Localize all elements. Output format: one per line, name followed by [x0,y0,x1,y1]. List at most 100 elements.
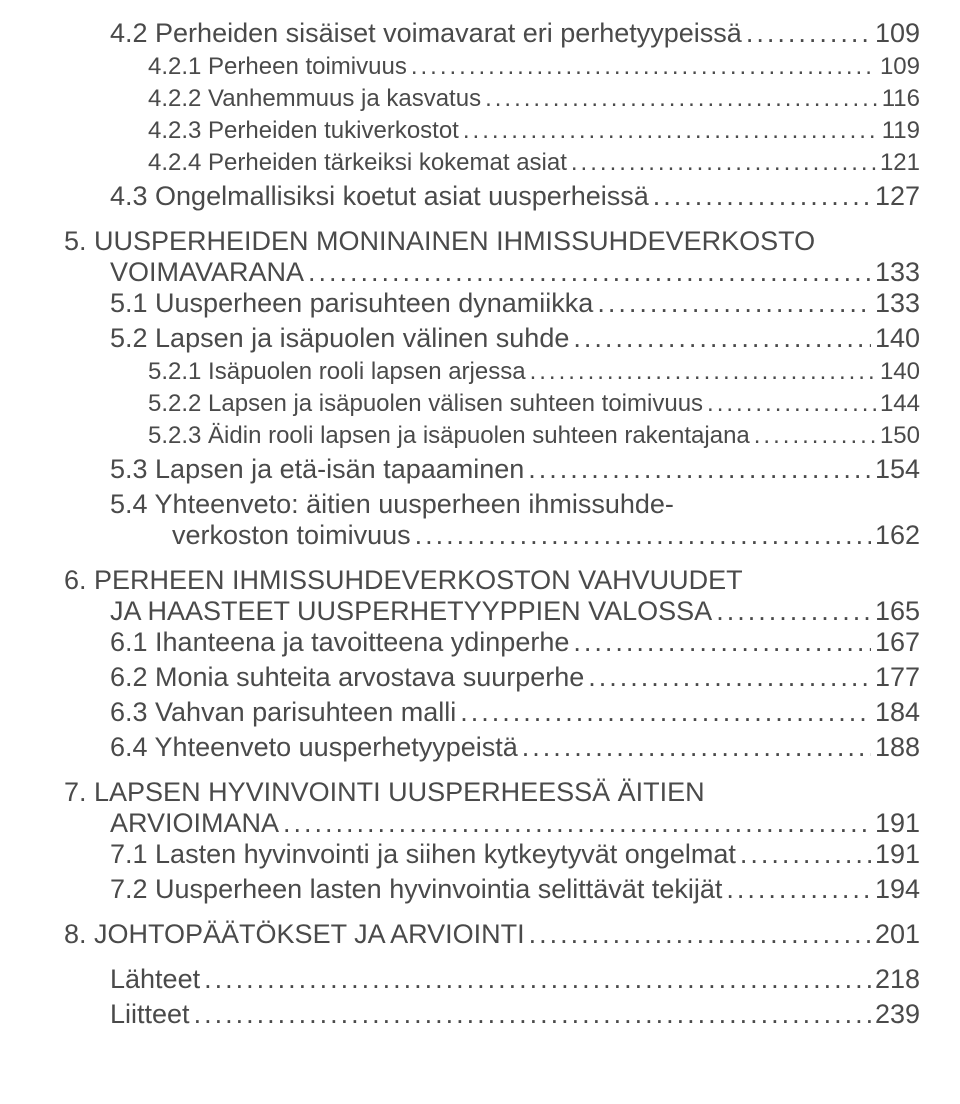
toc-leader-dots [740,839,871,870]
toc-page-number: 116 [882,85,920,113]
toc-page-number: 167 [875,627,920,658]
toc-entry: 7. LAPSEN HYVINVOINTI UUSPERHEESSÄ ÄITIE… [64,777,920,839]
toc-label: 5.1 Uusperheen parisuhteen dynamiikka [110,288,593,319]
toc-entry: 5.3 Lapsen ja etä-isän tapaaminen 154 [64,454,920,485]
toc-entry: 7.1 Lasten hyvinvointi ja siihen kytkeyt… [64,839,920,870]
toc-label: 5.2 Lapsen ja isäpuolen välinen suhde [110,323,569,354]
toc-label: 8. JOHTOPÄÄTÖKSET JA ARVIOINTI [64,919,525,950]
toc-leader-dots [415,520,871,551]
toc-label: 7. LAPSEN HYVINVOINTI UUSPERHEESSÄ ÄITIE… [64,777,920,808]
toc-entry: 4.2.4 Perheiden tärkeiksi kokemat asiat 1… [64,149,920,177]
toc-entry: Lähteet 218 [64,964,920,995]
toc-page-number: 109 [875,18,920,49]
toc-page-number: 218 [875,964,920,995]
toc-leader-dots [573,627,871,658]
toc-entry: 4.2.2 Vanhemmuus ja kasvatus 116 [64,85,920,113]
toc-page-number: 140 [880,358,920,386]
toc-label: verkoston toimivuus [172,520,411,551]
toc-label: 6. PERHEEN IHMISSUHDEVERKOSTON VAHVUUDET [64,565,920,596]
toc-page-number: 150 [880,422,920,450]
toc-leader-dots [411,53,876,81]
toc-label: 6.2 Monia suhteita arvostava suurperhe [110,662,584,693]
toc-entry: 6.3 Vahvan parisuhteen malli 184 [64,697,920,728]
toc-label: 6.4 Yhteenveto uusperhetyypeistä [110,732,518,763]
toc-label: 5.2.2 Lapsen ja isäpuolen välisen suhtee… [148,390,703,418]
toc-label: 4.2 Perheiden sisäiset voimavarat eri pe… [110,18,742,49]
toc-page-number: 119 [882,117,920,145]
table-of-contents: 4.2 Perheiden sisäiset voimavarat eri pe… [64,18,920,1030]
toc-entry: 4.2.3 Perheiden tukiverkostot 119 [64,117,920,145]
toc-label: 6.3 Vahvan parisuhteen malli [110,697,456,728]
toc-leader-dots [530,358,876,386]
toc-page-number: 140 [875,323,920,354]
toc-page-number: 201 [875,919,920,950]
toc-label: 4.2.1 Perheen toimivuus [148,53,407,81]
toc-leader-dots [194,999,871,1030]
toc-leader-dots [528,454,871,485]
toc-label: 5.2.1 Isäpuolen rooli lapsen arjessa [148,358,526,386]
toc-label: 4.2.3 Perheiden tukiverkostot [148,117,459,145]
toc-leader-dots [707,390,876,418]
toc-page-number: 133 [875,288,920,319]
toc-leader-dots [597,288,871,319]
toc-label: 5.2.3 Äidin rooli lapsen ja isäpuolen su… [148,422,750,450]
toc-page-number: 194 [875,874,920,905]
toc-leader-dots [463,117,878,145]
toc-label: 5. UUSPERHEIDEN MONINAINEN IHMISSUHDEVER… [64,226,920,257]
toc-entry: 5.2.1 Isäpuolen rooli lapsen arjessa 140 [64,358,920,386]
toc-leader-dots [529,919,871,950]
toc-label: 4.2.4 Perheiden tärkeiksi kokemat asiat [148,149,567,177]
toc-label: JA HAASTEET UUSPERHETYYPPIEN VALOSSA [110,596,712,627]
toc-page-number: 165 [875,596,920,627]
toc-entry: 4.3 Ongelmallisiksi koetut asiat uusperh… [64,181,920,212]
toc-page-number: 121 [880,149,920,177]
toc-leader-dots [283,808,871,839]
toc-leader-dots [716,596,871,627]
toc-leader-dots [746,18,871,49]
toc-leader-dots [204,964,871,995]
toc-entry: 5.4 Yhteenveto: äitien uusperheen ihmiss… [64,489,920,551]
toc-page-number: 188 [875,732,920,763]
toc-label: 7.2 Uusperheen lasten hyvinvointia selit… [110,874,722,905]
toc-entry: 5. UUSPERHEIDEN MONINAINEN IHMISSUHDEVER… [64,226,920,288]
toc-leader-dots [460,697,871,728]
toc-entry: 7.2 Uusperheen lasten hyvinvointia selit… [64,874,920,905]
toc-entry: 4.2 Perheiden sisäiset voimavarat eri pe… [64,18,920,49]
toc-label: 4.3 Ongelmallisiksi koetut asiat uusperh… [110,181,649,212]
toc-label: 6.1 Ihanteena ja tavoitteena ydinperhe [110,627,569,658]
toc-label: ARVIOIMANA [110,808,279,839]
toc-page-number: 191 [875,808,920,839]
toc-entry: 4.2.1 Perheen toimivuus 109 [64,53,920,81]
toc-page-number: 162 [875,520,920,551]
toc-page-number: 154 [875,454,920,485]
toc-entry: 6.1 Ihanteena ja tavoitteena ydinperhe 16… [64,627,920,658]
toc-page-number: 239 [875,999,920,1030]
toc-label: Lähteet [110,964,200,995]
toc-leader-dots [588,662,871,693]
toc-page-number: 109 [880,53,920,81]
toc-entry: 5.2.3 Äidin rooli lapsen ja isäpuolen su… [64,422,920,450]
toc-entry: 8. JOHTOPÄÄTÖKSET JA ARVIOINTI 201 [64,919,920,950]
toc-label: 5.3 Lapsen ja etä-isän tapaaminen [110,454,524,485]
toc-entry: 6.4 Yhteenveto uusperhetyypeistä 188 [64,732,920,763]
toc-page-number: 127 [875,181,920,212]
toc-entry: 5.2.2 Lapsen ja isäpuolen välisen suhtee… [64,390,920,418]
toc-page-number: 133 [875,257,920,288]
toc-entry: 6.2 Monia suhteita arvostava suurperhe17… [64,662,920,693]
toc-page-number: 184 [875,697,920,728]
toc-label: 4.2.2 Vanhemmuus ja kasvatus [148,85,481,113]
toc-leader-dots [726,874,871,905]
toc-leader-dots [754,422,876,450]
toc-page-number: 144 [880,390,920,418]
toc-entry: 5.2 Lapsen ja isäpuolen välinen suhde 140 [64,323,920,354]
toc-entry: 6. PERHEEN IHMISSUHDEVERKOSTON VAHVUUDET… [64,565,920,627]
toc-leader-dots [308,257,871,288]
toc-leader-dots [653,181,871,212]
toc-label: 5.4 Yhteenveto: äitien uusperheen ihmiss… [64,489,920,520]
toc-leader-dots [573,323,871,354]
toc-leader-dots [571,149,876,177]
toc-entry: Liitteet239 [64,999,920,1030]
toc-label: 7.1 Lasten hyvinvointi ja siihen kytkeyt… [110,839,736,870]
toc-leader-dots [522,732,871,763]
toc-label: VOIMAVARANA [110,257,304,288]
